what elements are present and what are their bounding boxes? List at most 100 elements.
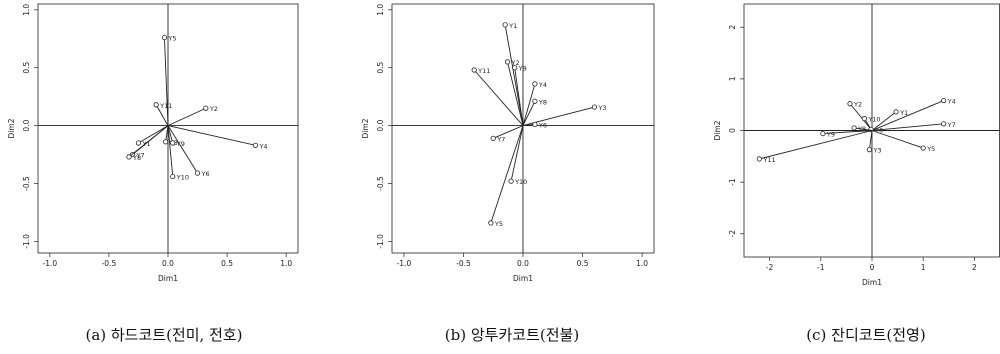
x-tick-label: -1.0: [42, 259, 57, 268]
panel-b-plot: -1.0 -0.5 0.0 0.5 1.0 -1.0 -0.5 0.0 0.5 1.0 Dim1 Di…: [361, 3, 655, 283]
point-y9: [170, 140, 176, 146]
x-tick-label: 1: [921, 263, 926, 272]
point-label-y7: Y7: [496, 135, 505, 143]
vector-y5: [164, 37, 169, 126]
point-label-y6: Y6: [201, 170, 210, 178]
point-label-y7: Y7: [136, 152, 145, 160]
point-label-y10: Y10: [176, 174, 189, 182]
point-label-y4: Y4: [258, 142, 267, 150]
vector-y1: [504, 24, 524, 126]
x-tick-label: 1.0: [280, 259, 292, 268]
point-label-y2: Y2: [209, 105, 218, 113]
vector-y7: [871, 123, 944, 131]
point-label-y9: Y9: [826, 131, 835, 139]
point-label-y10: Y10: [867, 116, 880, 124]
vector-y1: [871, 111, 897, 131]
panel-c: -2 -1 0 1 2 -2 -1 0 1 2 Dim1 Dim2 Y4 Y7 Y1 Y2 Y10 Y6 Y9 Y8 Y…: [713, 3, 1000, 344]
point-y2: [504, 59, 511, 65]
panel-a: -1.0 -0.5 0.0 0.5 1.0 -1.0 -0.5 0.0 0.5 1.0 Dim1 Di…: [7, 3, 299, 344]
point-label-y1: Y1: [508, 22, 517, 30]
point-y3: [866, 147, 873, 153]
x-tick-label: 0.0: [162, 259, 174, 268]
point-y8: [851, 125, 857, 131]
point-y10: [508, 178, 514, 184]
y-tick-label: -2: [728, 230, 737, 238]
vector-y2: [849, 103, 873, 131]
vector-y5: [871, 130, 924, 149]
panel-b-caption: (b) 앙투카코트(전불): [445, 326, 579, 344]
point-y3: [591, 104, 598, 110]
point-y2: [847, 101, 853, 107]
point-y9: [820, 130, 826, 137]
y-tick-label: 0.5: [22, 62, 31, 74]
vector-y4: [522, 83, 536, 126]
x-tick-label: 0.5: [221, 259, 233, 268]
panel-b: -1.0 -0.5 0.0 0.5 1.0 -1.0 -0.5 0.0 0.5 1.0 Dim1 Di…: [361, 3, 655, 344]
point-y4: [941, 97, 947, 104]
vector-y2: [507, 61, 524, 126]
vector-y9: [514, 67, 524, 126]
panel-a-plot: -1.0 -0.5 0.0 0.5 1.0 -1.0 -0.5 0.0 0.5 1.0 Dim1 Di…: [7, 3, 299, 283]
vector-y11: [759, 130, 873, 160]
point-y4: [252, 142, 259, 148]
x-tick-label: 1.0: [636, 259, 648, 268]
vector-y6: [167, 125, 198, 174]
point-y9: [512, 65, 518, 71]
point-y10: [861, 116, 867, 122]
point-label-y10: Y10: [514, 178, 527, 186]
vector-y4: [871, 100, 944, 131]
x-tick-label: -1: [817, 263, 825, 272]
point-label-y4: Y4: [947, 98, 956, 106]
x-tick-label: 0.5: [577, 259, 589, 268]
point-label-y11: Y11: [762, 156, 775, 164]
point-y8: [126, 154, 132, 160]
y-tick-label: -0.5: [22, 176, 31, 191]
vector-y9: [167, 125, 174, 144]
vector-y8: [128, 125, 169, 158]
point-y5: [161, 34, 168, 41]
y-tick-label: 0: [728, 128, 737, 133]
point-label-y9: Y9: [176, 140, 185, 148]
point-y11: [756, 156, 762, 162]
point-y11: [153, 102, 159, 108]
point-label-y7: Y7: [947, 121, 956, 129]
vector-y1: [138, 125, 169, 144]
point-label-y3: Y3: [872, 147, 881, 155]
panel-a-caption: (a) 하드코트(전미, 전호): [85, 326, 242, 344]
y-tick-label: 0.0: [376, 119, 385, 131]
point-label-y2: Y2: [511, 59, 520, 67]
point-label-y6: Y6: [538, 121, 547, 129]
point-y6: [194, 170, 201, 176]
point-label-y3: Y3: [597, 104, 606, 112]
point-label-y8: Y8: [857, 125, 866, 133]
point-label-y8: Y8: [132, 154, 141, 162]
vector-y2: [167, 107, 207, 127]
point-y5: [488, 220, 494, 226]
point-label-y4: Y4: [538, 81, 547, 89]
x-tick-label: -2: [766, 263, 774, 272]
point-y11: [471, 67, 477, 73]
vector-y8: [522, 101, 536, 126]
point-y2: [203, 105, 209, 111]
vector-y9: [822, 130, 873, 135]
point-label-y5: Y5: [926, 145, 935, 153]
x-tick-label: 2: [972, 263, 977, 272]
y-tick-label: 0.0: [22, 119, 31, 131]
panel-c-caption: (c) 잔디코트(전영): [806, 326, 925, 344]
vector-y8: [854, 127, 873, 131]
panel-c-plot: -2 -1 0 1 2 -2 -1 0 1 2 Dim1 Dim2 Y4 Y7 Y1 Y2 Y10 Y6 Y9 Y8 Y…: [713, 3, 1000, 287]
x-tick-label: -0.5: [456, 259, 471, 268]
vector-y11: [155, 104, 169, 126]
vector-y5: [490, 125, 524, 224]
x-tick-label: -0.5: [102, 259, 117, 268]
point-label-y11: Y11: [159, 102, 172, 110]
y-axis-label: Dim2: [713, 120, 722, 140]
point-y5: [920, 145, 926, 151]
vector-y3: [868, 130, 873, 150]
vector-y10: [510, 125, 524, 182]
point-y3: [163, 139, 169, 145]
x-axis-label: Dim1: [862, 278, 882, 287]
point-y8: [532, 98, 538, 104]
y-tick-label: -1.0: [376, 234, 385, 249]
